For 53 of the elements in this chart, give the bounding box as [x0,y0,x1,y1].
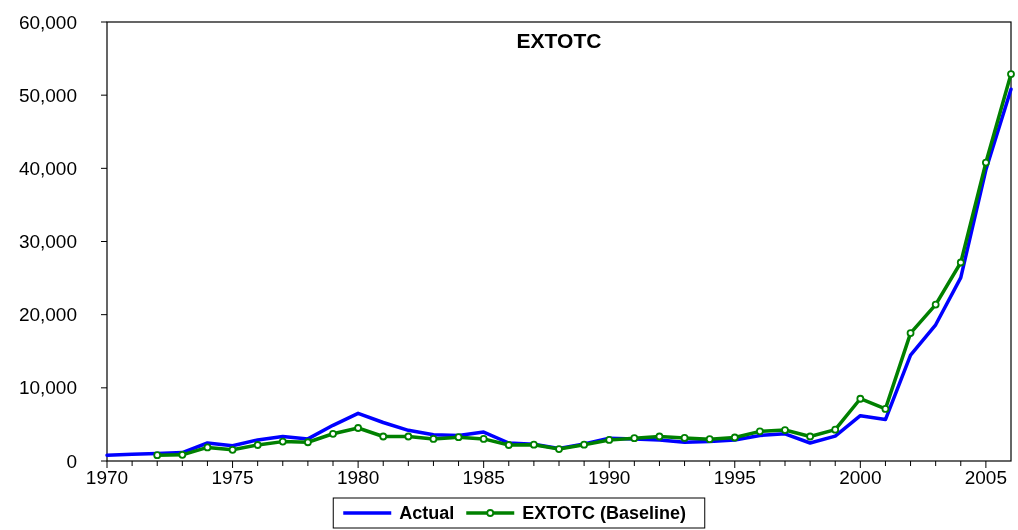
point [555,445,563,453]
x-tick-label: 1995 [713,467,756,488]
point [781,426,789,434]
point [228,445,237,454]
y-tick-label: 10,000 [18,377,77,399]
point [605,436,614,444]
point [730,433,739,442]
point [429,435,438,443]
point [404,432,413,441]
point [354,424,363,432]
x-tick-label: 1990 [588,467,631,488]
point [253,441,262,449]
point [329,429,337,438]
x-tick-label: 1970 [85,467,129,488]
x-tick-label: 2005 [964,467,1008,488]
y-tick-label: 50,000 [18,84,77,106]
point [153,451,162,460]
y-tick-label: 0 [66,450,77,472]
x-tick-label: 1985 [462,467,505,488]
y-tick-label: 40,000 [18,157,77,179]
point [755,427,764,436]
y-tick-label: 30,000 [18,231,77,253]
point [278,437,287,446]
x-tick-label: 1980 [336,467,380,488]
y-tick-label: 60,000 [18,11,77,33]
point [580,440,589,449]
point [303,438,312,447]
point [630,434,639,443]
legend-label: EXTOTC (Baseline) [522,503,686,524]
point [856,394,865,403]
point [203,443,212,452]
x-tick-label: 2000 [839,467,882,488]
point [906,329,915,338]
point [981,158,990,167]
x-tick-label: 1975 [211,467,254,488]
point [881,405,890,413]
chart-title: EXTOTC [516,29,602,52]
point [806,432,815,441]
point [504,441,513,449]
point [655,432,664,441]
point [529,440,538,449]
point [680,433,689,442]
point [831,425,840,434]
legend-label: Actual [399,503,455,524]
point [705,435,714,444]
point [379,432,388,441]
point [479,435,488,443]
point [1007,70,1015,78]
point [178,450,187,459]
point [454,433,463,442]
y-tick-label: 20,000 [18,304,77,326]
point [931,300,940,309]
point [956,258,965,267]
